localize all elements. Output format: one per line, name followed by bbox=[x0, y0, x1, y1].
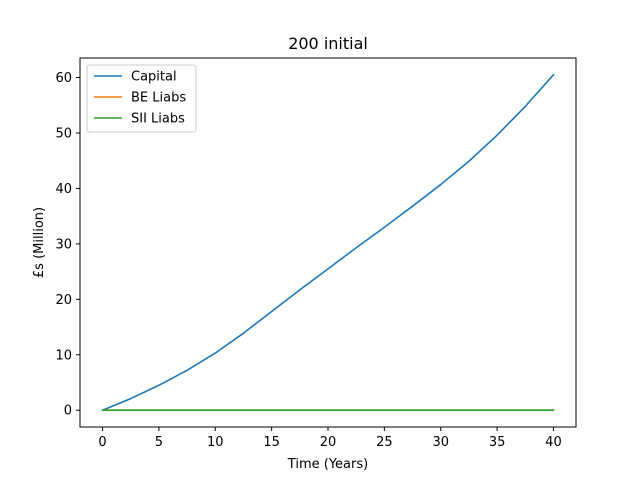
chart-title: 200 initial bbox=[288, 34, 368, 53]
plot-lines bbox=[101, 73, 555, 412]
x-tick-label: 5 bbox=[155, 435, 163, 450]
y-axis-ticks: 0 10 20 30 40 50 60 bbox=[55, 71, 80, 419]
x-tick-label: 30 bbox=[432, 435, 449, 450]
y-tick-label: 20 bbox=[55, 293, 72, 308]
y-tick-label: 60 bbox=[55, 71, 72, 86]
x-tick-label: 40 bbox=[545, 435, 562, 450]
legend: Capital BE Liabs SII Liabs bbox=[86, 64, 197, 133]
x-axis-ticks: 0 5 10 15 20 25 30 35 40 bbox=[98, 427, 562, 450]
y-tick-label: 40 bbox=[55, 182, 72, 197]
x-tick-label: 35 bbox=[489, 435, 506, 450]
legend-label: Capital bbox=[131, 70, 177, 85]
x-axis-label: Time (Years) bbox=[287, 457, 368, 472]
x-tick-label: 10 bbox=[207, 435, 224, 450]
series-line-capital bbox=[101, 73, 555, 412]
legend-label: SII Liabs bbox=[131, 112, 185, 127]
y-tick-label: 50 bbox=[55, 126, 72, 141]
x-tick-label: 20 bbox=[320, 435, 337, 450]
y-tick-label: 10 bbox=[55, 348, 72, 363]
y-axis-label: £s (Million) bbox=[32, 207, 47, 278]
x-tick-label: 25 bbox=[376, 435, 393, 450]
legend-box bbox=[86, 64, 197, 133]
x-tick-label: 15 bbox=[263, 435, 280, 450]
legend-entries: Capital BE Liabs SII Liabs bbox=[94, 70, 186, 127]
y-tick-label: 0 bbox=[64, 404, 72, 419]
x-tick-label: 0 bbox=[98, 435, 106, 450]
y-tick-label: 30 bbox=[55, 237, 72, 252]
legend-label: BE Liabs bbox=[131, 91, 186, 106]
